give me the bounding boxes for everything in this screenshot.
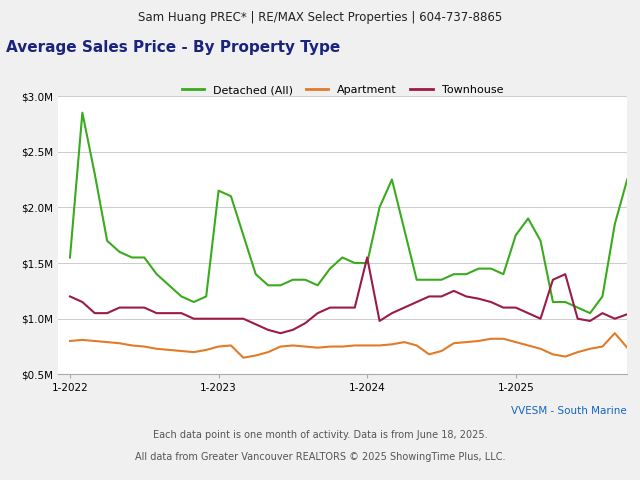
Text: VVESM - South Marine: VVESM - South Marine (511, 406, 627, 416)
Text: Each data point is one month of activity. Data is from June 18, 2025.: Each data point is one month of activity… (153, 430, 487, 440)
Legend: Detached (All), Apartment, Townhouse: Detached (All), Apartment, Townhouse (177, 81, 508, 99)
Text: All data from Greater Vancouver REALTORS © 2025 ShowingTime Plus, LLC.: All data from Greater Vancouver REALTORS… (135, 452, 505, 462)
Text: Sam Huang PREC* | RE/MAX Select Properties | 604-737-8865: Sam Huang PREC* | RE/MAX Select Properti… (138, 11, 502, 24)
Text: Average Sales Price - By Property Type: Average Sales Price - By Property Type (6, 40, 340, 55)
